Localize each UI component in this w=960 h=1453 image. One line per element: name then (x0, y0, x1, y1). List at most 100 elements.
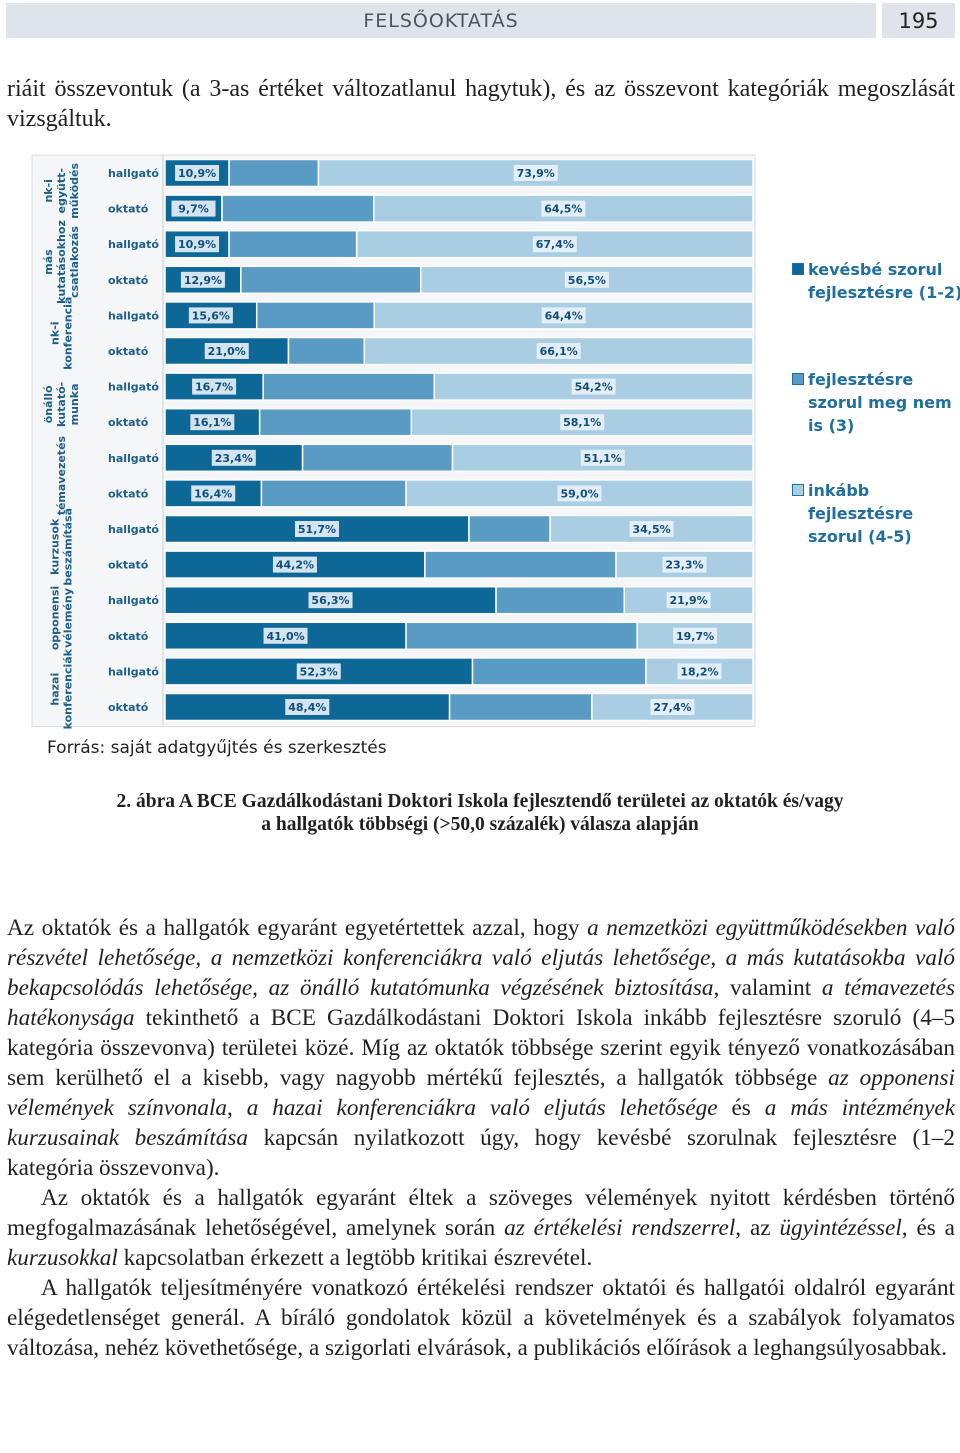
text-run: , az (735, 1215, 780, 1241)
row-label: oktató (108, 559, 149, 572)
value-label: 23,3% (665, 559, 703, 572)
group-label: konferenciák (62, 648, 75, 729)
group-label: működés (68, 162, 81, 218)
group-label: együtt- (55, 168, 68, 213)
bar-segment (164, 657, 474, 686)
row-label: hallgató (108, 309, 159, 322)
bar-segment (591, 692, 754, 722)
emphasis: a más intézmények kurzusainak beszámítás… (7, 1095, 955, 1151)
bar-segment (420, 265, 754, 295)
group-label: hazai (49, 673, 62, 706)
value-label: 12,9% (184, 274, 222, 287)
text-run: kapcsolatban érkezett a legtöbb kritikai… (117, 1245, 593, 1271)
bar-segment (228, 158, 320, 188)
text-run: kapcsán nyilatkozott úgy, hogy kevésbé s… (7, 1125, 955, 1181)
label-bg (662, 556, 707, 573)
bar-segment (495, 585, 625, 615)
label-bg (263, 627, 308, 644)
label-bg (532, 236, 577, 253)
bar-segment (287, 336, 366, 366)
value-label: 73,9% (517, 167, 555, 180)
label-bg (557, 485, 602, 502)
label-bg (580, 449, 625, 466)
value-label: 44,2% (276, 559, 314, 572)
row-label: oktató (108, 630, 149, 643)
value-label: 27,4% (653, 701, 691, 714)
value-label: 56,5% (568, 274, 606, 287)
legend-swatch (792, 373, 804, 385)
bar-segment (258, 407, 413, 437)
legend-label: inkább fejlesztésre szorul (4-5) (808, 481, 914, 546)
row-label: hallgató (108, 523, 159, 536)
label-bg (666, 592, 711, 609)
paragraph: Az oktatók és a hallgatók egyaránt egyet… (7, 913, 955, 1183)
group-label: kutató- (55, 382, 68, 427)
group-label: vélemény (62, 588, 75, 648)
text-run: Az oktatók és a hallgatók egyaránt éltek… (7, 1185, 955, 1241)
row-label: hallgató (108, 594, 159, 607)
group-label: konferencia (62, 297, 75, 370)
label-bg (571, 378, 616, 395)
value-label: 51,1% (584, 452, 622, 465)
bar-segment (262, 372, 436, 401)
row-label: oktató (108, 487, 149, 500)
text-run: , valamint (713, 975, 822, 1001)
value-label: 64,4% (545, 309, 583, 322)
text-run: Az oktatók és a hallgatók egyaránt egyet… (7, 915, 588, 941)
bar-segment (405, 621, 638, 651)
emphasis: ügyintézéssel (779, 1215, 902, 1241)
label-bg (629, 521, 674, 537)
group-label: kutatásokhoz (55, 220, 68, 304)
row-label: oktató (108, 203, 149, 216)
legend-label: kevésbé szorul fejlesztésre (1-2) (808, 260, 960, 302)
value-label: 67,4% (536, 238, 574, 251)
label-bg (564, 271, 609, 288)
label-bg (190, 414, 235, 431)
bar-segment (221, 194, 375, 223)
value-label: 56,3% (311, 594, 349, 607)
group-label: munka (68, 383, 81, 425)
value-label: 10,9% (178, 167, 216, 180)
label-bg (204, 343, 249, 359)
label-bg (285, 699, 330, 715)
text-run: A hallgatók teljesítményére vonatkozó ér… (7, 1275, 955, 1361)
value-label: 58,1% (563, 416, 601, 429)
caption-line: a hallgatók többségi (>50,0 százalék) vá… (261, 814, 699, 835)
label-bg (296, 663, 341, 680)
bar-segment (255, 301, 376, 330)
row-label: oktató (108, 274, 149, 287)
row-label: hallgató (108, 167, 159, 180)
emphasis: a hazai konferenciákra való eljutás lehe… (246, 1095, 718, 1121)
row-label: hallgató (108, 381, 159, 394)
row-label: oktató (108, 701, 149, 714)
label-bg (536, 343, 581, 359)
label-bg (308, 592, 353, 609)
group-label: beszámítása (62, 508, 75, 586)
emphasis: az opponensi vélemények színvonala (7, 1065, 955, 1121)
legend-label: fejlesztésre szorul meg nem is (3) (808, 370, 952, 435)
bar-segment (424, 550, 617, 579)
group-label: nk-i (42, 179, 55, 202)
value-label: 59,0% (560, 487, 598, 500)
emphasis: az értékelési rendszerrel (504, 1215, 736, 1241)
legend-swatch (792, 263, 804, 275)
value-label: 16,4% (194, 487, 232, 500)
paragraph: Az oktatók és a hallgatók egyaránt éltek… (7, 1183, 955, 1273)
label-bg (192, 378, 237, 395)
label-bg (272, 556, 317, 573)
bar-segment (301, 443, 454, 473)
value-label: 23,4% (215, 452, 253, 465)
label-bg (171, 200, 216, 217)
value-label: 64,5% (544, 203, 582, 216)
group-label: más (42, 249, 55, 275)
row-label: hallgató (108, 665, 159, 678)
caption-line: 2. ábra A BCE Gazdálkodástani Doktori Is… (116, 791, 844, 812)
body-text: Az oktatók és a hallgatók egyaránt egyet… (7, 913, 955, 1363)
paragraph: A hallgatók teljesítményére vonatkozó ér… (7, 1273, 955, 1363)
row-label: hallgató (108, 452, 159, 465)
bar-segment (405, 479, 754, 508)
group-label: nk-i (49, 321, 62, 344)
value-label: 52,3% (300, 665, 338, 678)
group-label: kurzusok (49, 518, 62, 575)
